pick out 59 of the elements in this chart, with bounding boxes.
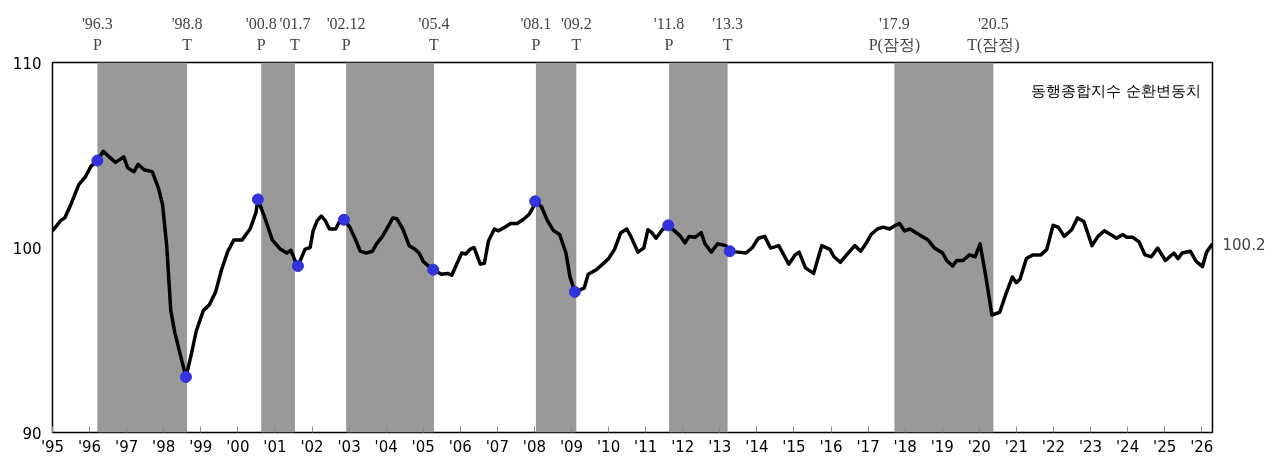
x-tick-label: '20 [967,437,991,456]
x-tick-label: '01 [263,437,287,456]
y-tick-label: 100 [12,239,42,258]
text: 동행종합지수 순환변동치 [1030,81,1201,100]
x-tick-label: '13 [708,437,732,456]
x-tick-label: '97 [115,437,139,456]
text: '17.9 P(잠정) [868,15,921,54]
text: '08.1 P [520,15,552,53]
x-tick-label: '06 [448,437,472,456]
text: '11.8 P [653,15,685,53]
text: '98.8 T [171,15,203,53]
x-tick-label: '14 [745,437,769,456]
x-tick-label: '25 [1153,437,1177,456]
x-tick-label: '24 [1116,437,1140,456]
x-tick-label: '95 [40,437,65,456]
point [427,263,440,276]
text: '13.3 T [712,15,744,53]
text: '00.8 P [245,15,277,53]
x-tick-label: '22 [1041,437,1066,456]
text: '09.2 T [560,15,592,53]
text: '02.12 P [326,15,366,53]
y-tick-label: 110 [12,54,42,73]
x-tick-label: '99 [189,437,213,456]
point [179,371,192,383]
point [251,193,264,206]
x-tick-label: '21 [1004,437,1028,456]
x-tick-label: '10 [596,437,621,456]
point [723,245,736,258]
x-tick-label: '96 [77,437,102,456]
annotation: 100.2 [1222,235,1266,254]
x-tick-label: '15 [782,437,806,456]
point [91,154,104,167]
point [662,219,675,232]
text: '01.7 T [279,15,311,53]
text: '20.5 T(잠정) [967,15,1020,54]
text: '05.4 T [418,15,450,53]
x-tick-label: '12 [671,437,695,456]
text: '96.3 P [81,15,113,53]
x-tick-label: '09 [559,437,584,456]
point [529,195,542,208]
y-tick-label: 90 [22,424,42,443]
x-tick-label: '19 [930,437,954,456]
x-tick-label: '02 [300,437,324,456]
x-tick-label: '17 [856,437,880,456]
x-tick-label: '07 [485,437,509,456]
point [337,213,350,226]
point [568,285,581,298]
x-tick-label: '00 [226,437,250,456]
x-tick-label: '18 [893,437,917,456]
x-tick-label: '16 [819,437,843,456]
x-tick-label: '26 [1190,437,1214,456]
x-tick-label: '98 [152,437,176,456]
x-tick-label: '03 [337,437,361,456]
x-tick-label: '23 [1078,437,1103,456]
x-tick-label: '04 [374,437,398,456]
x-tick-label: '11 [634,437,658,456]
point [291,260,304,272]
x-tick-label: '05 [411,437,435,456]
x-tick-label: '08 [522,437,547,456]
